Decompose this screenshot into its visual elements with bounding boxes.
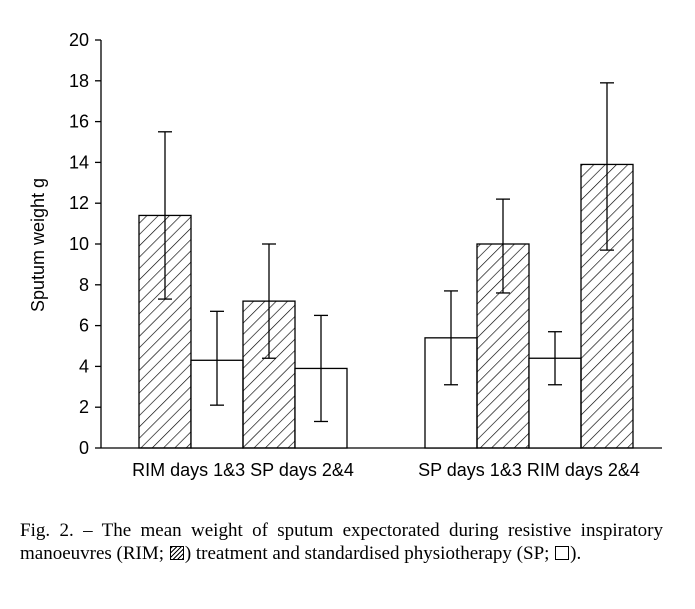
- error-bar: [496, 198, 510, 294]
- error-bar: [444, 290, 458, 386]
- y-tick-label: 18: [69, 71, 89, 91]
- error-bar: [210, 310, 224, 406]
- open-bar-swatch: [555, 546, 570, 560]
- bar-rim: [138, 214, 192, 449]
- hatched-bar-swatch: [169, 546, 184, 560]
- figure-caption: Fig. 2. – The mean weight of sputum expe…: [20, 519, 663, 565]
- y-tick-label: 4: [79, 356, 89, 376]
- caption-text-middle: ) treatment and standardised physiothera…: [184, 543, 555, 564]
- error-bar: [600, 82, 614, 251]
- y-tick-label: 8: [79, 275, 89, 295]
- y-tick-label: 20: [69, 30, 89, 50]
- caption-text-start: Fig. 2. – The mean weight of sputum expe…: [20, 520, 668, 564]
- y-tick-label: 0: [79, 438, 89, 458]
- error-bar: [158, 131, 172, 300]
- x-group-label: SP days 1&3 RIM days 2&4: [418, 460, 640, 480]
- y-axis-label: Sputum weight g: [28, 178, 48, 312]
- error-bar: [548, 331, 562, 386]
- error-bar: [314, 314, 328, 423]
- y-tick-label: 12: [69, 193, 89, 213]
- bar-chart: Sputum weight g 0 2 4 6 8 10 12 14 16 18 20 RIM da…: [28, 30, 662, 480]
- x-tick-labels: RIM days 1&3 SP days 2&4 SP days 1&3 RIM …: [132, 460, 640, 480]
- axes: 0 2 4 6 8 10 12 14 16 18 20: [69, 30, 662, 458]
- error-bar: [262, 243, 276, 359]
- y-tick-label: 10: [69, 234, 89, 254]
- y-tick-label: 14: [69, 152, 89, 172]
- y-tick-label: 2: [79, 397, 89, 417]
- caption-text-end: ).: [570, 543, 582, 564]
- y-tick-label: 6: [79, 316, 89, 336]
- y-tick-label: 16: [69, 112, 89, 132]
- error-bars: [158, 82, 614, 423]
- x-group-label: RIM days 1&3 SP days 2&4: [132, 460, 354, 480]
